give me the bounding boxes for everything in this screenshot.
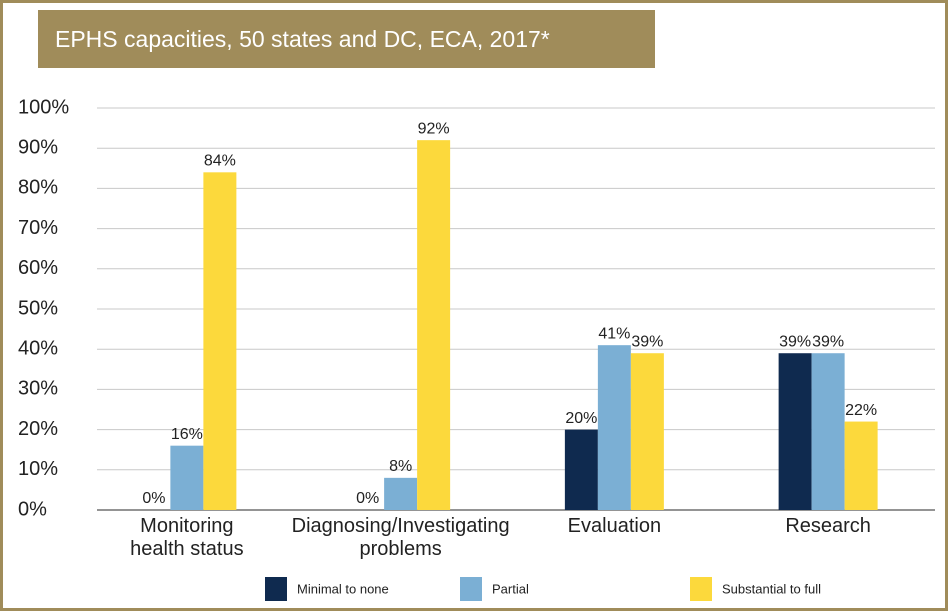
x-tick-label: Research	[785, 515, 871, 537]
bar	[597, 345, 631, 510]
bar	[564, 429, 598, 510]
value-label: 41%	[598, 325, 630, 342]
bar	[203, 172, 237, 510]
legend-label: Substantial to full	[722, 581, 821, 596]
value-label: 84%	[204, 153, 236, 170]
value-label: 39%	[812, 333, 844, 350]
value-label: 92%	[418, 120, 450, 137]
bar	[384, 477, 418, 510]
value-label: 0%	[356, 490, 379, 507]
x-tick-label: Evaluation	[567, 515, 662, 537]
y-tick-label: 50%	[18, 297, 58, 319]
legend-swatch	[690, 577, 712, 601]
legend-label: Minimal to none	[297, 581, 389, 596]
x-tick-label: Diagnosing/Investigating problems	[291, 515, 510, 560]
legend-swatch	[265, 577, 287, 601]
value-label: 39%	[779, 333, 811, 350]
bar	[417, 140, 451, 510]
y-tick-label: 70%	[18, 217, 58, 239]
legend-swatch	[460, 577, 482, 601]
value-label: 16%	[171, 426, 203, 443]
bar	[778, 353, 812, 510]
y-tick-label: 10%	[18, 458, 58, 480]
title-banner	[38, 10, 655, 68]
value-label: 0%	[142, 490, 165, 507]
y-tick-label: 20%	[18, 418, 58, 440]
value-label: 39%	[631, 333, 663, 350]
value-label: 8%	[389, 458, 412, 475]
bar	[811, 353, 845, 510]
legend-label: Partial	[492, 581, 529, 596]
y-tick-label: 0%	[18, 498, 47, 520]
value-label: 22%	[845, 402, 877, 419]
y-tick-label: 100%	[18, 96, 69, 118]
value-label: 20%	[565, 410, 597, 427]
y-tick-label: 30%	[18, 378, 58, 400]
bar	[630, 353, 664, 510]
y-tick-label: 40%	[18, 337, 58, 359]
chart-title: EPHS capacities, 50 states and DC, ECA, …	[55, 26, 550, 52]
y-tick-label: 90%	[18, 136, 58, 158]
x-tick-label: Monitoring health status	[130, 515, 244, 560]
y-tick-label: 60%	[18, 257, 58, 279]
bar	[170, 445, 204, 510]
y-tick-label: 80%	[18, 177, 58, 199]
bar	[844, 421, 878, 510]
